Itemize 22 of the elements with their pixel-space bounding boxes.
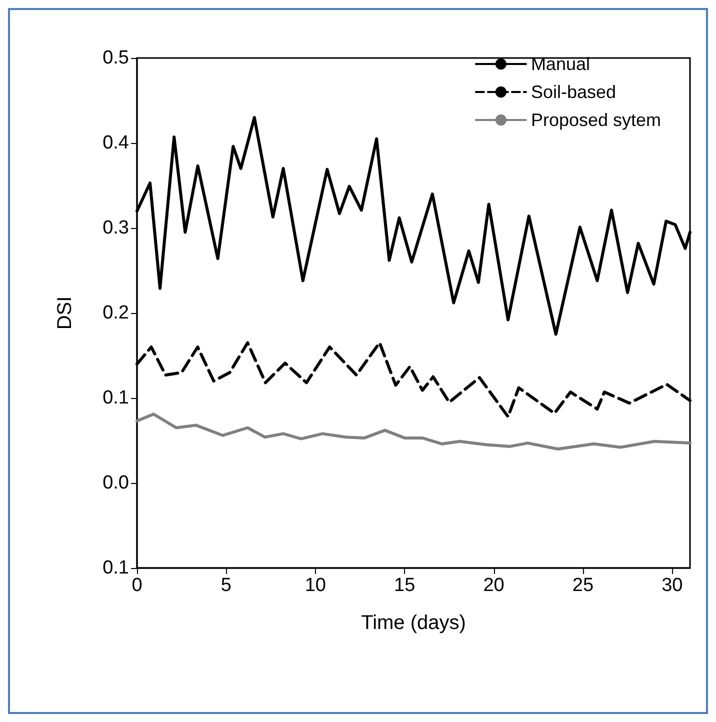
y-axis-title: DSI (54, 296, 76, 330)
y-tick-label: 0.1 (102, 558, 129, 578)
legend-label: Manual (530, 54, 590, 74)
x-tick-label: 25 (572, 575, 594, 596)
x-tick-label: 30 (662, 575, 683, 596)
legend-label: Proposed sytem (530, 110, 661, 130)
x-tick-label: 15 (394, 575, 416, 596)
y-tick-label: 0.0 (102, 472, 129, 494)
y-tick-label: 0.2 (102, 302, 129, 324)
x-axis-title: Time (days) (361, 612, 466, 634)
y-tick-label: 0.5 (102, 48, 129, 68)
y-tick-label: 0.3 (102, 218, 129, 238)
y-tick-label: 0.4 (102, 132, 130, 154)
x-tick-label: 0 (132, 575, 142, 596)
x-tick-label: 20 (483, 575, 504, 596)
line-series (136, 341, 692, 418)
page-frame: DSI Time (days) 0.1 0.0 0.1 0.2 0.3 0.4 0.5 0 5 10 15 20 25 30 Manual Soil-based Proposed sytem (8, 8, 708, 714)
x-tick-label: 10 (304, 575, 326, 596)
x-tick-label: 5 (220, 575, 232, 596)
line-series (136, 412, 692, 450)
y-tick-label: 0.1 (102, 388, 129, 408)
legend-label: Soil-based (530, 82, 616, 102)
